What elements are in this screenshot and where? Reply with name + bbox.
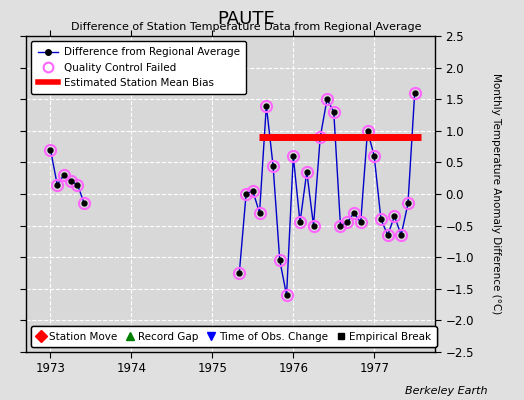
- Text: PAUTE: PAUTE: [217, 10, 275, 28]
- Y-axis label: Monthly Temperature Anomaly Difference (°C): Monthly Temperature Anomaly Difference (…: [490, 73, 500, 315]
- Text: Berkeley Earth: Berkeley Earth: [405, 386, 487, 396]
- Text: Difference of Station Temperature Data from Regional Average: Difference of Station Temperature Data f…: [71, 22, 421, 32]
- Legend: Station Move, Record Gap, Time of Obs. Change, Empirical Break: Station Move, Record Gap, Time of Obs. C…: [31, 326, 436, 347]
